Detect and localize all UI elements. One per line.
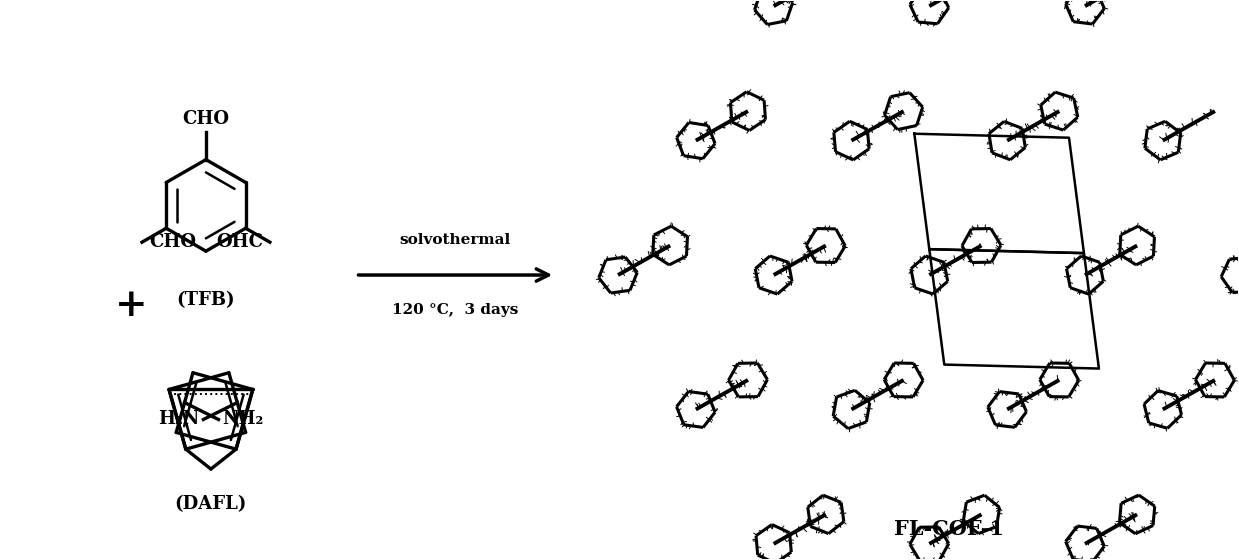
Text: solvothermal: solvothermal (400, 233, 510, 247)
Text: CHO: CHO (149, 233, 196, 251)
Text: OHC: OHC (216, 233, 263, 251)
Text: NH₂: NH₂ (223, 410, 264, 428)
Text: 120 °C,  3 days: 120 °C, 3 days (393, 303, 519, 317)
Text: +: + (115, 286, 147, 324)
Text: (TFB): (TFB) (177, 291, 235, 309)
Text: H₂N: H₂N (159, 410, 199, 428)
Text: FL-COF-1: FL-COF-1 (895, 519, 1005, 539)
Text: CHO: CHO (182, 110, 229, 128)
Text: (DAFL): (DAFL) (175, 495, 247, 513)
